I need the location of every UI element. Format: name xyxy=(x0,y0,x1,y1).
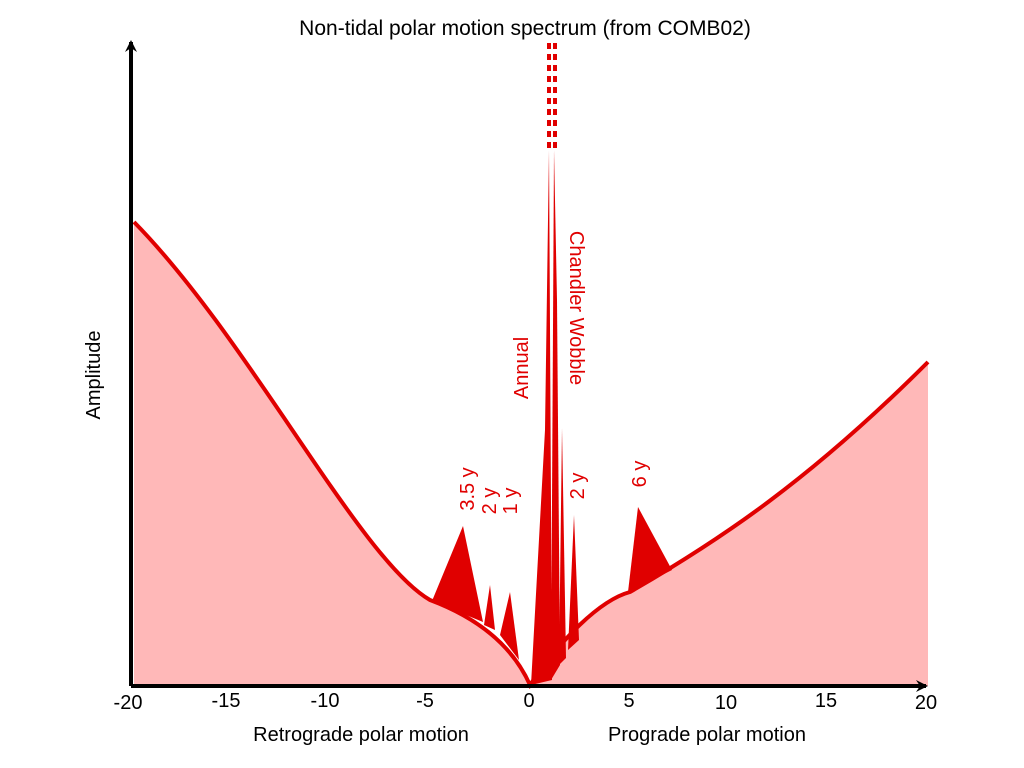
x-tick-label: -5 xyxy=(416,690,434,712)
prograde-label: Prograde polar motion xyxy=(608,724,806,746)
diagram-title: Non-tidal polar motion spectrum (from CO… xyxy=(299,17,751,40)
spectrum-curve xyxy=(132,220,930,690)
retro-2y-label: 2 y xyxy=(479,488,501,515)
peak-pro-6y xyxy=(628,507,672,592)
peak-near-chandler xyxy=(559,428,566,665)
retro-1y-label: 1 y xyxy=(500,488,522,515)
peak-retro-2y xyxy=(484,585,495,630)
peak-retro-3-5y xyxy=(432,526,483,622)
x-tick-label: 5 xyxy=(623,690,634,712)
peak-chandler xyxy=(551,150,560,680)
x-tick-label: 0 xyxy=(523,690,534,712)
retro-3-5y-label: 3.5 y xyxy=(457,467,479,510)
peak-pro-2y xyxy=(568,515,579,650)
retrograde-label: Retrograde polar motion xyxy=(253,724,469,746)
x-tick-label: 10 xyxy=(715,692,737,714)
peak-retro-1y xyxy=(500,592,519,660)
annual-label: Annual xyxy=(511,337,533,399)
y-axis-label: Amplitude xyxy=(83,331,105,420)
pro-2y-label: 2 y xyxy=(567,473,589,500)
x-tick-label: 15 xyxy=(815,690,837,712)
x-tick-label: -15 xyxy=(212,690,241,712)
peak-annual xyxy=(531,150,552,685)
chandler-wobble-label: Chandler Wobble xyxy=(565,231,587,385)
x-tick-label: 20 xyxy=(915,692,937,714)
pro-6y-label: 6 y xyxy=(629,461,651,488)
x-tick-label: -10 xyxy=(311,690,340,712)
spectrum-fill xyxy=(134,222,928,686)
x-tick-label: -20 xyxy=(114,692,143,714)
